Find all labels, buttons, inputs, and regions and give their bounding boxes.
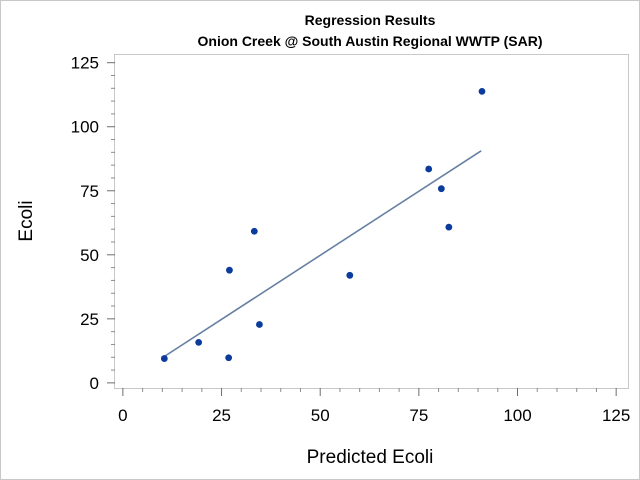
y-tick-label: 25 [80, 310, 99, 329]
data-point [425, 165, 433, 173]
data-point [160, 355, 168, 362]
x-tick-label: 75 [409, 406, 428, 425]
x-axis-label: Predicted Ecoli [307, 447, 434, 468]
data-point [445, 223, 453, 231]
data-point [256, 321, 263, 328]
plot-frame [114, 54, 629, 389]
data-point [195, 339, 203, 346]
y-tick-label: 75 [80, 182, 99, 201]
y-tick-label: 50 [80, 246, 99, 265]
data-point [478, 87, 486, 95]
x-tick-label: 25 [212, 406, 231, 425]
y-tick-label: 100 [71, 118, 99, 137]
x-tick-label: 0 [118, 406, 127, 425]
x-axis: 0 25 50 75 100 125 [118, 388, 630, 425]
x-tick-label: 125 [602, 406, 630, 425]
regression-line [162, 150, 482, 358]
x-tick-label: 50 [311, 406, 330, 425]
data-point [437, 185, 445, 193]
y-tick-label: 0 [90, 374, 99, 393]
y-axis: 0 25 50 75 100 125 [71, 54, 115, 393]
data-point [250, 227, 258, 235]
y-axis-label: Ecoli [16, 200, 37, 241]
chart-subtitle: Onion Creek @ South Austin Regional WWTP… [198, 33, 543, 49]
x-tick-label: 100 [503, 406, 531, 425]
plot-marks [160, 87, 486, 362]
chart-title: Regression Results [305, 12, 436, 28]
data-point [225, 354, 233, 362]
y-tick-label: 125 [71, 54, 99, 73]
data-point [226, 266, 233, 274]
data-point [346, 271, 354, 279]
